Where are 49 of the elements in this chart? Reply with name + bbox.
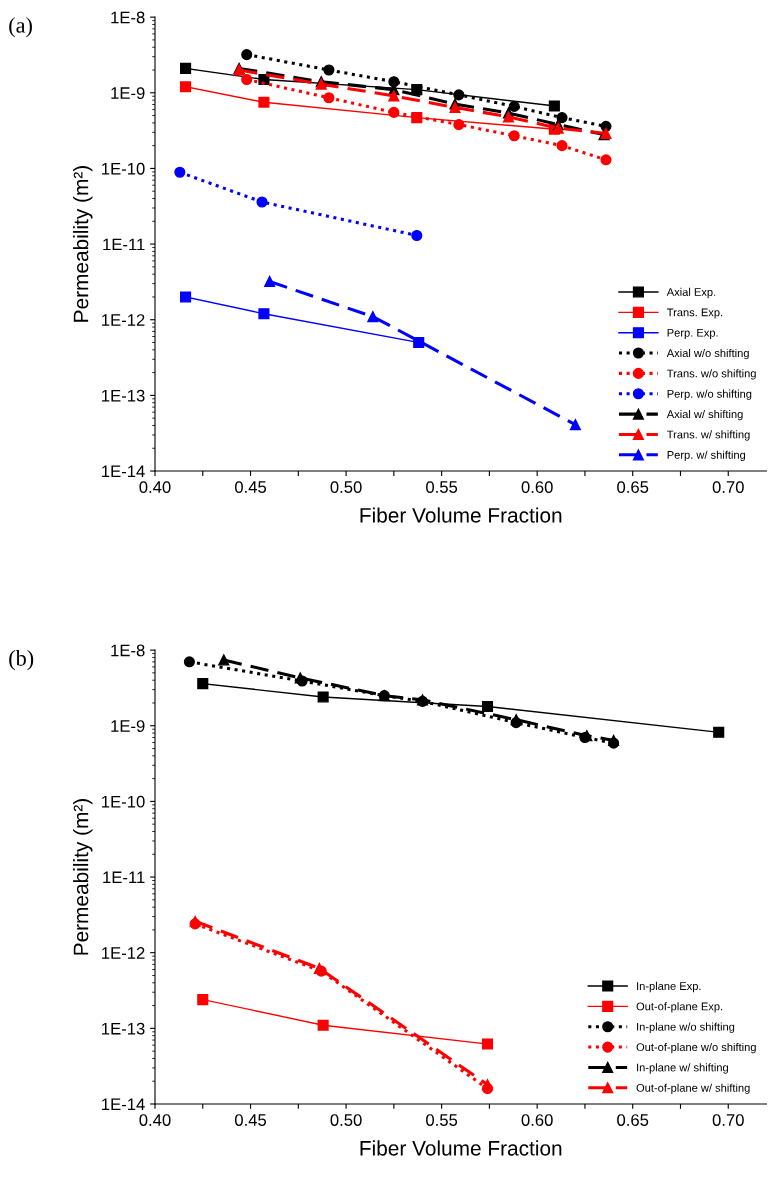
text: (a)	[9, 17, 32, 38]
x-axis-title: Fiber Volume Fraction	[360, 507, 562, 523]
y-tick-label: 1E-10	[102, 162, 145, 175]
x-tick-label: 0.70	[712, 481, 744, 493]
y-tick-label: 1E-11	[103, 871, 145, 884]
legend-label: In-plane w/ shifting	[637, 1063, 728, 1074]
legend-label: Axial w/o shifting	[666, 348, 749, 360]
y-tick-label: 1E-12	[102, 314, 145, 326]
y-tick-label: 1E-10	[102, 795, 145, 808]
legend-label: Out-of-plane w/o shifting	[636, 1042, 756, 1054]
x-tick-label: 0.50	[330, 481, 362, 493]
y-tick-label: 1E-8	[111, 11, 145, 24]
x-tick-label: 0.45	[234, 1114, 267, 1126]
x-tick-label: 0.55	[426, 1114, 458, 1126]
legend-label: Out-of-plane Exp.	[636, 1002, 723, 1013]
x-tick-label: 0.40	[139, 1114, 171, 1126]
legend-label: Trans. w/ shifting	[666, 430, 750, 441]
x-tick-label: 0.55	[426, 481, 458, 493]
y-tick-label: 1E-13	[102, 1022, 145, 1035]
x-tick-label: 0.40	[139, 481, 171, 493]
y-tick-label: 1E-9	[111, 87, 145, 99]
legend-label: Axial Exp.	[666, 287, 716, 299]
y-tick-label: 1E-14	[102, 1098, 145, 1111]
legend-label: Out-of-plane w/ shifting	[636, 1083, 750, 1094]
x-axis-title: Fiber Volume Fraction	[360, 1140, 562, 1156]
x-tick-label: 0.60	[521, 481, 553, 493]
legend-label: Axial w/ shifting	[666, 409, 743, 421]
legend-label: Trans. w/o shifting	[666, 369, 756, 380]
y-tick-label: 1E-12	[102, 947, 145, 959]
x-tick-label: 0.65	[617, 1114, 649, 1126]
text: (b)	[9, 650, 34, 671]
y-axis-title: Permeability (m²)	[73, 166, 93, 322]
legend-label: In-plane w/o shifting	[637, 1022, 735, 1033]
legend-label: Perp. Exp.	[667, 328, 718, 339]
y-axis-title: Permeability (m²)	[73, 799, 93, 955]
x-tick-label: 0.45	[234, 481, 267, 493]
x-tick-label: 0.65	[617, 481, 649, 493]
y-tick-label: 1E-14	[102, 465, 145, 478]
y-tick-label: 1E-9	[111, 720, 145, 732]
legend-label: Perp. w/o shifting	[667, 389, 752, 400]
y-tick-label: 1E-13	[102, 389, 145, 402]
x-tick-label: 0.50	[330, 1114, 362, 1126]
x-tick-label: 0.60	[521, 1114, 553, 1126]
legend-label: In-plane Exp.	[637, 981, 701, 993]
y-tick-label: 1E-8	[111, 644, 145, 657]
y-tick-label: 1E-11	[103, 238, 145, 251]
legend-label: Trans. Exp.	[666, 308, 723, 319]
x-tick-label: 0.70	[712, 1114, 744, 1126]
legend-label: Perp. w/ shifting	[667, 450, 746, 462]
